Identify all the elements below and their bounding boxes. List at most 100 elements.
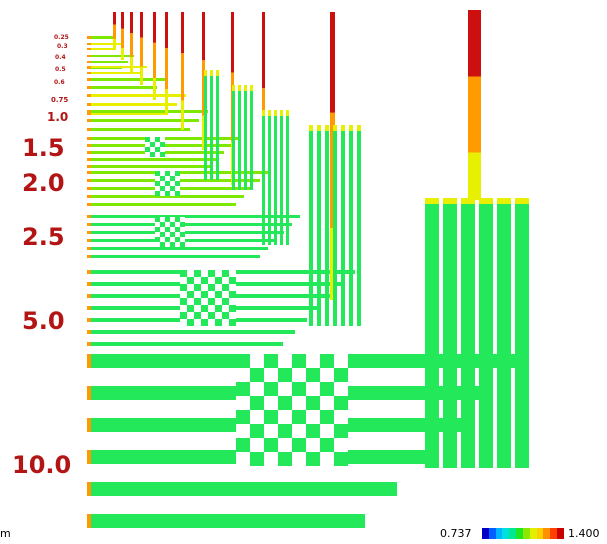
checker-5-0 xyxy=(215,291,222,298)
riser-5-0-cap xyxy=(357,125,361,131)
test-structure-6-line-end xyxy=(87,110,91,113)
checker-5-0 xyxy=(229,291,236,298)
checker-10-0 xyxy=(306,368,320,382)
test-structure-11-line-end xyxy=(87,514,91,528)
test-structure-10-line-end xyxy=(87,270,91,274)
checker-5-0 xyxy=(180,305,187,312)
checker-2-5 xyxy=(170,232,175,237)
checker-2-5 xyxy=(180,232,185,237)
riser-5-0-cap xyxy=(333,125,337,131)
riser-10-0-cap xyxy=(479,198,493,204)
checker-2-5 xyxy=(165,217,170,222)
checker-10-0 xyxy=(306,396,320,410)
test-structure-8-line-end xyxy=(87,203,91,206)
checker-2-0 xyxy=(175,176,180,181)
riser-5-0 xyxy=(325,125,329,326)
pattern-label-1-5: 1.5 xyxy=(22,134,65,162)
checker-5-0 xyxy=(201,277,208,284)
test-structure-8-line-end xyxy=(87,171,91,174)
checker-5-0 xyxy=(194,284,201,291)
test-structure-1-line-end xyxy=(87,43,91,45)
checker-10-0 xyxy=(292,452,306,466)
test-structure-8-line xyxy=(87,195,244,198)
checker-5-0 xyxy=(201,298,208,305)
test-structure-4-line-end xyxy=(87,86,91,89)
lead-out-4 xyxy=(153,12,156,43)
riser-1-5 xyxy=(204,70,207,180)
checker-10-0 xyxy=(250,396,264,410)
lead-out-10 xyxy=(330,112,335,228)
checker-5-0 xyxy=(201,284,208,291)
test-structure-6-line xyxy=(87,119,199,122)
riser-2-0 xyxy=(238,85,241,190)
test-structure-5-line xyxy=(87,103,177,106)
color-scale-min: 0.737 xyxy=(440,527,472,540)
checker-5-0 xyxy=(215,319,222,326)
lead-out-6 xyxy=(181,53,184,101)
checker-2-0 xyxy=(165,186,170,191)
checker-5-0 xyxy=(187,319,194,326)
riser-5-0 xyxy=(333,125,337,326)
lead-out-3 xyxy=(140,12,143,38)
riser-10-0 xyxy=(479,198,493,468)
checker-5-0 xyxy=(222,270,229,277)
test-structure-3-line-end xyxy=(87,66,91,68)
checker-10-0 xyxy=(306,382,320,396)
riser-5-0-cap xyxy=(317,125,321,131)
test-structure-9-line-end xyxy=(87,231,91,234)
checker-5-0 xyxy=(229,284,236,291)
checker-10-0 xyxy=(292,424,306,438)
test-structure-0-line xyxy=(87,36,113,39)
checker-10-0 xyxy=(236,382,250,396)
pattern-label-1-0: 1.0 xyxy=(47,110,69,124)
checker-5-0 xyxy=(215,305,222,312)
test-structure-9-line xyxy=(87,231,284,234)
checker-2-0 xyxy=(170,186,175,191)
test-structure-10-line-end xyxy=(87,282,91,286)
checker-1-5 xyxy=(160,142,165,147)
test-structure-4-line xyxy=(87,78,165,81)
riser-2-0-cap xyxy=(232,85,235,91)
checker-10-0 xyxy=(264,438,278,452)
checker-5-0 xyxy=(194,270,201,277)
checker-10-0 xyxy=(250,438,264,452)
riser-2-5 xyxy=(286,110,289,245)
riser-10-0-cap xyxy=(425,198,439,204)
riser-5-0 xyxy=(341,125,345,326)
color-scale-swatch xyxy=(502,528,510,539)
checker-10-0 xyxy=(334,368,348,382)
checker-2-5 xyxy=(175,232,180,237)
checker-1-5 xyxy=(160,137,165,142)
lead-out-11 xyxy=(468,76,481,153)
checker-10-0 xyxy=(278,396,292,410)
checker-10-0 xyxy=(320,438,334,452)
checker-5-0 xyxy=(194,277,201,284)
lead-out-5 xyxy=(165,89,168,115)
checker-1-5 xyxy=(145,152,150,157)
lead-out-3 xyxy=(140,37,143,67)
riser-5-0-cap xyxy=(341,125,345,131)
test-structure-2-line xyxy=(87,55,134,57)
color-scale-swatch xyxy=(482,528,489,539)
test-structure-11-line-end xyxy=(87,386,91,400)
checker-1-5 xyxy=(145,147,150,152)
riser-2-5-cap xyxy=(268,110,271,116)
checker-2-0 xyxy=(160,186,165,191)
checker-5-0 xyxy=(194,298,201,305)
checker-2-5 xyxy=(160,232,165,237)
pattern-label-0-5: 0.5 xyxy=(55,66,66,73)
checker-10-0 xyxy=(320,452,334,466)
color-scale-swatch xyxy=(522,528,530,539)
test-structure-9-line-end xyxy=(87,215,91,218)
color-scale-swatch xyxy=(557,528,564,539)
checker-10-0 xyxy=(278,452,292,466)
checker-2-5 xyxy=(170,242,175,247)
checker-5-0 xyxy=(208,284,215,291)
checker-2-0 xyxy=(165,176,170,181)
lead-out-7 xyxy=(202,60,205,116)
checker-5-0 xyxy=(222,305,229,312)
lead-out-7 xyxy=(202,12,205,61)
checker-10-0 xyxy=(236,438,250,452)
checker-10-0 xyxy=(278,410,292,424)
checker-1-5 xyxy=(155,147,160,152)
